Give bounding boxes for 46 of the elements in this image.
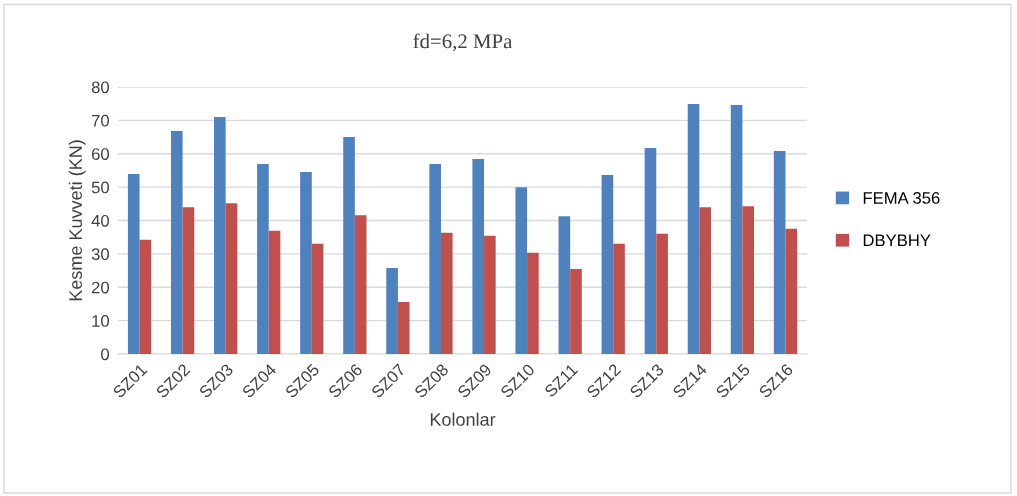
legend-label: FEMA 356 <box>863 192 940 204</box>
legend-label: DBYBHY <box>863 234 931 246</box>
chart-title: fd=6,2 MPa <box>413 33 513 52</box>
y-tick-label: 10 <box>92 315 110 327</box>
y-tick-label: 30 <box>91 248 110 261</box>
bar <box>225 203 238 354</box>
bar <box>170 131 183 354</box>
bar <box>656 233 668 354</box>
bar <box>527 252 539 354</box>
bar <box>644 148 657 354</box>
bar <box>440 232 453 354</box>
bar <box>386 267 398 354</box>
bar <box>257 164 269 354</box>
bar <box>484 235 496 354</box>
bar <box>773 151 786 354</box>
y-tick-label: 60 <box>91 148 110 160</box>
bar <box>182 207 195 354</box>
bar <box>343 137 355 354</box>
y-tick-label: 50 <box>91 181 110 194</box>
y-tick-label: 80 <box>91 81 110 94</box>
bar <box>601 175 614 354</box>
bar <box>300 172 312 354</box>
bar <box>127 174 140 354</box>
y-tick-label: 20 <box>91 281 110 294</box>
y-tick-label: 0 <box>101 348 110 361</box>
bar <box>785 228 798 354</box>
bar <box>742 206 755 354</box>
bar <box>472 159 485 354</box>
bar <box>570 268 582 354</box>
bar <box>558 216 571 354</box>
y-tick-label: 70 <box>91 114 110 127</box>
y-axis-title: Kesme Kuvveti (KN) <box>68 140 86 301</box>
bar <box>730 105 743 354</box>
bar <box>311 243 324 354</box>
bar <box>397 301 410 354</box>
bar <box>515 187 528 354</box>
bar <box>214 117 226 354</box>
bar <box>139 239 152 354</box>
y-tick-label: 40 <box>91 214 110 227</box>
x-axis-title: Kolonlar <box>430 412 496 426</box>
bar <box>687 104 700 354</box>
bar <box>354 215 367 354</box>
bar <box>429 164 441 354</box>
bar <box>613 243 625 354</box>
bar <box>699 207 711 354</box>
bar <box>268 230 281 354</box>
